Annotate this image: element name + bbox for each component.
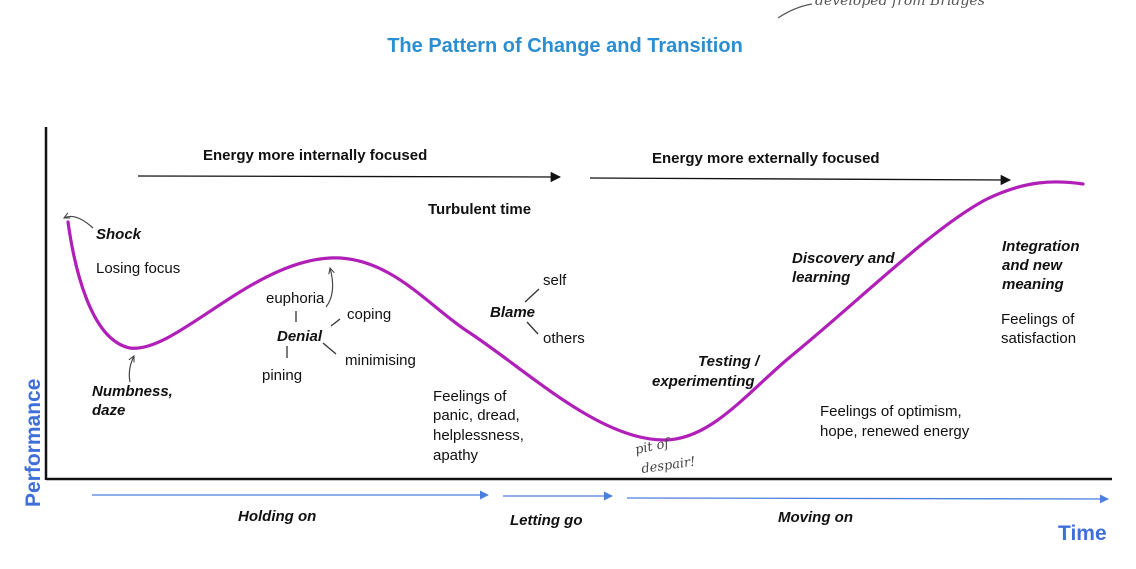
diagram-title: The Pattern of Change and Transition — [387, 35, 743, 57]
testing-label-line1: Testing / — [698, 353, 761, 370]
denial-minimising-tick — [322, 342, 337, 355]
feelings-panic-line2: panic, dread, — [433, 407, 520, 424]
x-axis-label: Time — [1058, 522, 1107, 545]
numbness-label-line1: Numbness, — [92, 383, 173, 400]
change-curve — [66, 180, 1085, 442]
feelings-optimism-line1: Feelings of optimism, — [820, 403, 962, 420]
turbulent-time-label: Turbulent time — [428, 201, 531, 218]
losing-focus-label: Losing focus — [96, 260, 180, 277]
minimising-label: minimising — [345, 352, 416, 369]
feelings-satisfaction-line2: satisfaction — [1001, 330, 1076, 347]
numbness-pointer — [129, 356, 134, 383]
euphoria-label: euphoria — [266, 290, 325, 307]
energy-external-arrow — [589, 174, 1012, 186]
feelings-panic-line4: apathy — [433, 447, 479, 464]
integration-label-line3: meaning — [1002, 276, 1064, 293]
self-label: self — [543, 272, 567, 289]
euphoria-pointer — [325, 268, 333, 308]
phase-letting-go: Letting go — [510, 512, 582, 529]
denial-label: Denial — [277, 328, 323, 345]
energy-internal-arrow — [137, 171, 562, 183]
handwritten-top-note: developed from Bridges — [815, 0, 985, 9]
feelings-satisfaction-line1: Feelings of — [1001, 311, 1075, 328]
feelings-panic-line3: helplessness, — [433, 427, 524, 444]
pining-label: pining — [262, 367, 302, 384]
integration-label-line2: and new — [1002, 257, 1063, 274]
energy-external-label: Energy more externally focused — [652, 150, 880, 167]
blame-others-tick — [526, 321, 539, 335]
integration-label-line1: Integration — [1002, 238, 1080, 255]
feelings-panic-line1: Feelings of — [433, 388, 507, 405]
shock-pointer — [64, 216, 94, 229]
denial-coping-tick — [330, 318, 341, 327]
discovery-label-line1: Discovery and — [792, 250, 895, 267]
energy-internal-label: Energy more internally focused — [203, 147, 427, 164]
shock-label: Shock — [96, 226, 142, 243]
discovery-label-line2: learning — [792, 269, 850, 286]
moving-on-arrow — [626, 494, 1109, 504]
blame-self-tick — [524, 288, 540, 303]
y-axis-label: Performance — [22, 379, 45, 507]
pit-of-despair-line1: pit of — [634, 436, 673, 458]
feelings-optimism-line2: hope, renewed energy — [820, 423, 970, 440]
pit-of-despair-line2: despair! — [640, 455, 696, 477]
testing-label-line2: experimenting — [652, 373, 755, 390]
phase-holding-on: Holding on — [238, 508, 316, 525]
handwritten-top-stroke — [777, 3, 813, 19]
blame-label: Blame — [490, 304, 535, 321]
coping-label: coping — [347, 306, 391, 323]
others-label: others — [543, 330, 585, 347]
numbness-label-line2: daze — [92, 402, 125, 419]
phase-moving-on: Moving on — [778, 509, 853, 526]
